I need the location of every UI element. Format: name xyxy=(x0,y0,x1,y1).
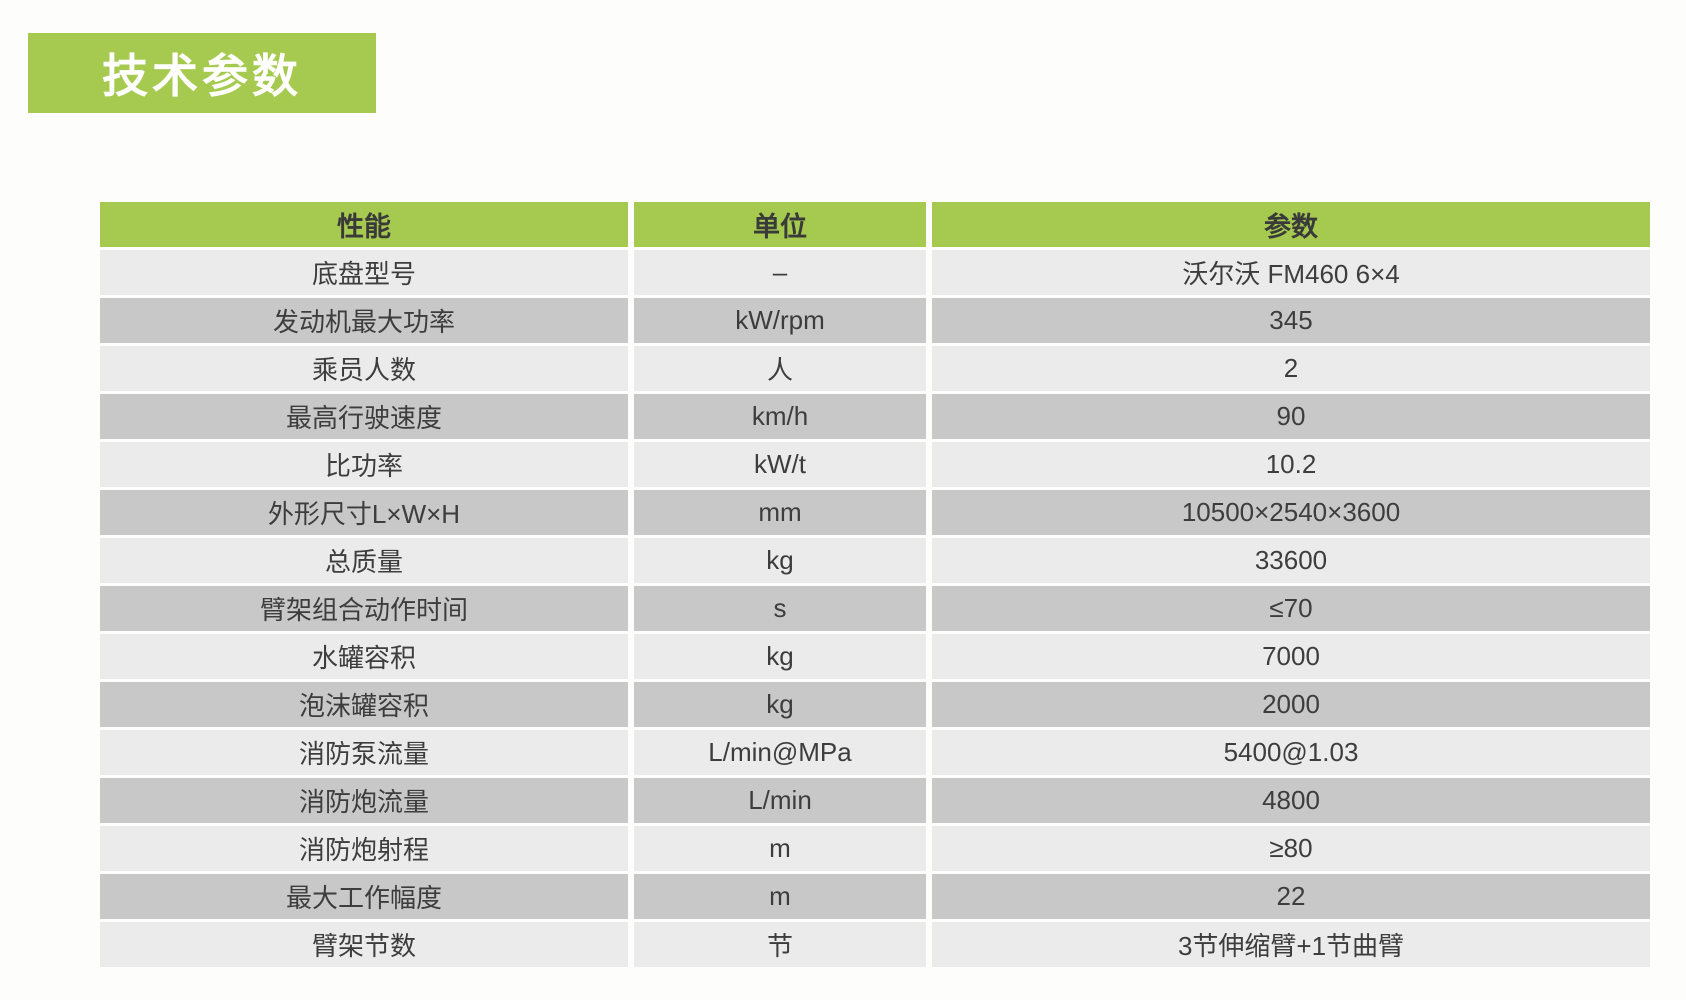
param-name-cell: 乘员人数 xyxy=(100,346,628,391)
unit-cell: kg xyxy=(634,634,926,679)
param-name-cell: 总质量 xyxy=(100,538,628,583)
unit-cell: 节 xyxy=(634,922,926,967)
value-cell: ≥80 xyxy=(932,826,1650,871)
param-name-cell: 最大工作幅度 xyxy=(100,874,628,919)
value-cell: 7000 xyxy=(932,634,1650,679)
param-name-cell: 底盘型号 xyxy=(100,250,628,295)
value-cell: 3节伸缩臂+1节曲臂 xyxy=(932,922,1650,967)
unit-cell: mm xyxy=(634,490,926,535)
spec-table: 性能 单位 参数 底盘型号 – 沃尔沃 FM460 6×4 发动机最大功率 kW/rpm… xyxy=(100,202,1650,967)
unit-cell: s xyxy=(634,586,926,631)
value-cell: 90 xyxy=(932,394,1650,439)
column-header-unit: 单位 xyxy=(634,202,926,247)
param-name-cell: 水罐容积 xyxy=(100,634,628,679)
unit-cell: kW/t xyxy=(634,442,926,487)
value-cell: 4800 xyxy=(932,778,1650,823)
unit-cell: L/min@MPa xyxy=(634,730,926,775)
param-name-cell: 消防炮射程 xyxy=(100,826,628,871)
column-header-performance: 性能 xyxy=(100,202,628,247)
param-name-cell: 泡沫罐容积 xyxy=(100,682,628,727)
value-cell: 沃尔沃 FM460 6×4 xyxy=(932,250,1650,295)
unit-cell: kW/rpm xyxy=(634,298,926,343)
section-title: 技术参数 xyxy=(102,50,302,102)
param-name-cell: 消防泵流量 xyxy=(100,730,628,775)
value-cell: 10500×2540×3600 xyxy=(932,490,1650,535)
unit-cell: m xyxy=(634,826,926,871)
param-name-cell: 外形尺寸L×W×H xyxy=(100,490,628,535)
unit-cell: – xyxy=(634,250,926,295)
param-name-cell: 消防炮流量 xyxy=(100,778,628,823)
unit-cell: km/h xyxy=(634,394,926,439)
param-name-cell: 最高行驶速度 xyxy=(100,394,628,439)
param-name-cell: 臂架组合动作时间 xyxy=(100,586,628,631)
unit-cell: kg xyxy=(634,538,926,583)
column-header-parameter: 参数 xyxy=(932,202,1650,247)
param-name-cell: 比功率 xyxy=(100,442,628,487)
param-name-cell: 臂架节数 xyxy=(100,922,628,967)
value-cell: 345 xyxy=(932,298,1650,343)
value-cell: ≤70 xyxy=(932,586,1650,631)
unit-cell: m xyxy=(634,874,926,919)
unit-cell: L/min xyxy=(634,778,926,823)
unit-cell: kg xyxy=(634,682,926,727)
value-cell: 22 xyxy=(932,874,1650,919)
value-cell: 33600 xyxy=(932,538,1650,583)
value-cell: 2000 xyxy=(932,682,1650,727)
value-cell: 5400@1.03 xyxy=(932,730,1650,775)
value-cell: 2 xyxy=(932,346,1650,391)
value-cell: 10.2 xyxy=(932,442,1650,487)
param-name-cell: 发动机最大功率 xyxy=(100,298,628,343)
unit-cell: 人 xyxy=(634,346,926,391)
section-title-badge: 技术参数 xyxy=(28,33,376,113)
